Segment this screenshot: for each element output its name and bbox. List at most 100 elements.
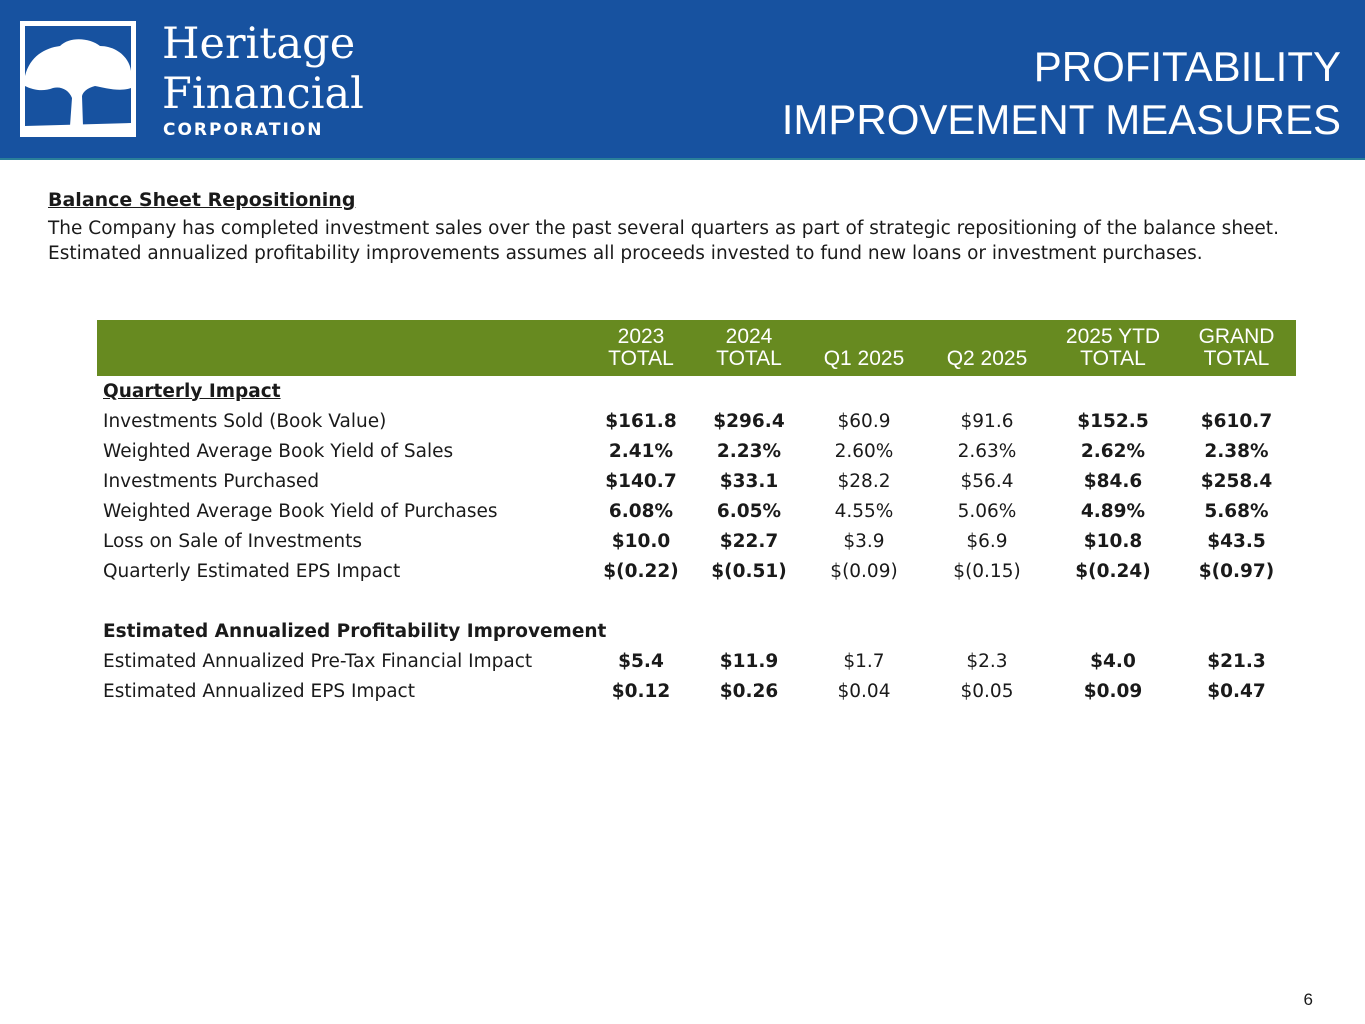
header-line-2: TOTAL [1203,347,1270,370]
section-title: Balance Sheet Repositioning [48,189,356,211]
cell-value: $6.9 [966,530,1008,552]
cell-value: $10.0 [611,530,671,552]
spacer [97,586,1296,616]
title-line-2: IMPROVEMENT MEASURES [781,96,1341,143]
spacer-row [97,586,1296,616]
logo-text-financial: Financial [162,69,364,119]
cell-value: $10.8 [1083,530,1143,552]
header-line-1: 2023 [617,325,665,348]
cell-value: $33.1 [719,470,779,492]
row-label: Weighted Average Book Yield of Sales [103,440,454,462]
cell-value: $140.7 [605,470,677,492]
intro-text: The Company has completed investment sal… [48,216,1348,266]
cell-value: $152.5 [1077,410,1149,432]
cell-value: $43.5 [1207,530,1266,552]
logo-text-corporation: CORPORATION [163,120,324,140]
table-row: Quarterly Estimated EPS Impact $(0.22) $(0… [97,556,1296,586]
cell-value: $0.12 [611,680,671,702]
section-row: Estimated Annualized Profitability Impro… [97,616,1296,646]
cell-value: $0.05 [960,680,1014,702]
cell-value: 2.63% [957,440,1017,462]
intro-line-1: The Company has completed investment sal… [48,218,1279,239]
header-line-1 [925,326,1049,348]
cell-value: $3.9 [843,530,885,552]
table-row: Weighted Average Book Yield of Purchases… [97,496,1296,526]
intro-line-2: Estimated annualized profitability impro… [48,243,1203,264]
cell-value: $56.4 [960,470,1014,492]
cell-value: 4.55% [834,500,894,522]
cell-value: 4.89% [1080,500,1146,522]
cell-value: 5.68% [1204,500,1269,522]
cell-value: 2.41% [608,440,674,462]
cell-value: $(0.09) [830,560,898,582]
header-line-2: TOTAL [716,347,782,370]
section-heading: Quarterly Impact [103,380,281,402]
table-row: Estimated Annualized EPS Impact $0.12 $0.2… [97,676,1296,706]
header-line-2: TOTAL [608,347,674,370]
header-line-1 [803,326,925,348]
cell-value: 6.08% [608,500,674,522]
header-line-1: 2024 [725,325,773,348]
row-label: Loss on Sale of Investments [103,530,362,552]
cell-value: $22.7 [719,530,779,552]
header-line-2: Q1 2025 [823,347,905,370]
cell-value: $0.47 [1207,680,1266,702]
table-row: Investments Sold (Book Value) $161.8 $296.… [97,406,1296,436]
page-title: PROFITABILITY IMPROVEMENT MEASURES [782,40,1341,146]
header-blank [97,320,587,376]
table-row: Investments Purchased $140.7 $33.1 $28.2 $56… [97,466,1296,496]
column-header: GRAND TOTAL [1177,320,1296,376]
cell-value: $(0.22) [603,560,679,582]
cell-value: $1.7 [843,650,885,672]
column-header: Q1 2025 [803,320,925,376]
header-line-1: 2025 YTD [1065,325,1161,348]
cell-value: $60.9 [837,410,891,432]
cell-value: $5.4 [618,650,664,672]
cell-value: 2.62% [1080,440,1146,462]
header-line-2: Q2 2025 [946,347,1028,370]
cell-value: $4.0 [1090,650,1136,672]
row-label: Investments Purchased [103,470,320,492]
table-row: Weighted Average Book Yield of Sales 2.41… [97,436,1296,466]
cell-value: $0.04 [837,680,891,702]
column-header: 2024 TOTAL [695,320,803,376]
slide-header: Heritage Financial CORPORATION PROFITABI… [0,0,1365,160]
cell-value: $11.9 [719,650,779,672]
row-label: Weighted Average Book Yield of Purchases [103,500,498,522]
cell-value: $91.6 [960,410,1014,432]
cell-value: $84.6 [1083,470,1143,492]
header-line-2: TOTAL [1080,347,1146,370]
cell-value: $161.8 [605,410,677,432]
column-header: Q2 2025 [925,320,1049,376]
column-header: 2023 TOTAL [587,320,695,376]
cell-value: $21.3 [1207,650,1266,672]
column-header: 2025 YTD TOTAL [1049,320,1177,376]
title-line-1: PROFITABILITY [1033,43,1341,90]
row-label: Quarterly Estimated EPS Impact [103,560,401,582]
table-header-row: 2023 TOTAL 2024 TOTAL Q1 2025 Q2 2025 2025 Y… [97,320,1296,376]
cell-value: $0.09 [1083,680,1143,702]
repositioning-table: 2023 TOTAL 2024 TOTAL Q1 2025 Q2 2025 2025 Y… [97,320,1296,706]
cell-value: $(0.97) [1198,560,1275,582]
row-label: Investments Sold (Book Value) [103,410,387,432]
cell-value: $258.4 [1200,470,1273,492]
cell-value: 2.23% [716,440,782,462]
cell-value: 2.60% [834,440,894,462]
cell-value: $2.3 [966,650,1008,672]
cell-value: 5.06% [957,500,1017,522]
cell-value: $610.7 [1200,410,1273,432]
cell-value: 2.38% [1204,440,1269,462]
row-label: Estimated Annualized Pre-Tax Financial I… [103,650,533,672]
logo-text-heritage: Heritage [162,19,356,69]
cell-value: $28.2 [837,470,891,492]
row-label: Estimated Annualized EPS Impact [103,680,415,702]
cell-value: $(0.15) [953,560,1021,582]
table-row: Loss on Sale of Investments $10.0 $22.7 $3.… [97,526,1296,556]
cell-value: $296.4 [713,410,785,432]
cell-value: $(0.51) [711,560,787,582]
cell-value: $(0.24) [1075,560,1151,582]
cell-value: $0.26 [719,680,779,702]
section-row: Quarterly Impact [97,376,1296,406]
tree-logo-icon [20,21,136,137]
section-heading: Estimated Annualized Profitability Impro… [103,620,607,642]
